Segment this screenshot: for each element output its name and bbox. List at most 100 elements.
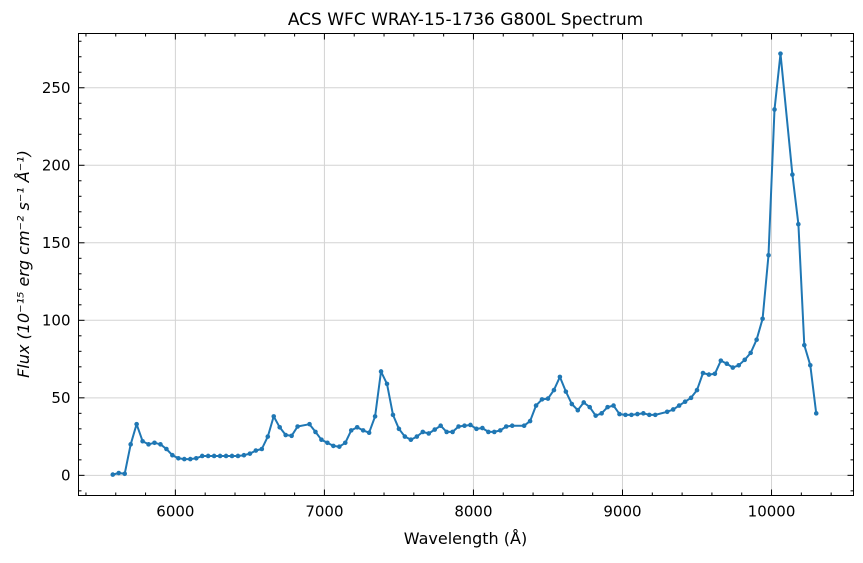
data-point xyxy=(259,446,265,452)
data-point xyxy=(569,401,575,407)
data-point xyxy=(629,412,634,418)
data-point xyxy=(557,374,563,380)
data-point xyxy=(253,448,259,453)
data-point xyxy=(581,400,587,405)
x-tick-label: 6000 xyxy=(156,503,194,521)
y-tick-label: 200 xyxy=(42,156,71,174)
data-point xyxy=(402,434,408,439)
data-point xyxy=(444,429,449,435)
data-point xyxy=(360,428,366,433)
data-point xyxy=(503,424,509,429)
data-point xyxy=(235,453,241,459)
data-point xyxy=(664,409,670,415)
data-point xyxy=(182,456,187,462)
data-point xyxy=(670,407,676,412)
data-point xyxy=(694,387,700,393)
data-point xyxy=(193,455,199,461)
data-point xyxy=(211,453,217,459)
data-point xyxy=(432,427,438,432)
data-point xyxy=(307,421,312,427)
data-point xyxy=(384,381,390,387)
data-point xyxy=(217,453,223,459)
data-point xyxy=(497,428,503,433)
y-axis-label: Flux (10⁻¹⁵ erg cm⁻² s⁻¹ Å⁻¹) xyxy=(14,150,33,378)
data-point xyxy=(247,451,253,456)
data-point xyxy=(796,221,801,227)
flux-line xyxy=(112,52,818,476)
data-point xyxy=(277,424,283,430)
data-point xyxy=(128,442,133,447)
data-point xyxy=(599,411,604,416)
data-point xyxy=(164,446,169,452)
x-tick-label: 8000 xyxy=(454,503,492,521)
data-point xyxy=(575,407,581,413)
chart-title: ACS WFC WRAY-15-1736 G800L Spectrum xyxy=(288,10,643,30)
series-flux xyxy=(110,51,819,477)
data-point xyxy=(813,411,819,416)
data-point xyxy=(420,429,426,435)
x-tick-label: 9000 xyxy=(603,503,641,521)
y-tick-label: 100 xyxy=(42,311,71,329)
data-point xyxy=(152,440,157,446)
x-axis-label: Wavelength (Å) xyxy=(404,529,527,548)
data-point xyxy=(754,337,759,342)
data-point xyxy=(187,456,193,462)
data-point xyxy=(414,434,420,439)
data-point xyxy=(778,51,783,56)
y-tick-label: 250 xyxy=(42,79,71,97)
data-point xyxy=(623,412,628,418)
data-point xyxy=(116,470,122,476)
data-point xyxy=(289,433,294,439)
data-point xyxy=(742,357,748,363)
data-point xyxy=(378,369,384,374)
y-tick-label: 0 xyxy=(61,466,71,484)
data-point xyxy=(527,418,533,424)
data-point xyxy=(748,350,753,356)
data-point xyxy=(229,453,235,459)
data-point xyxy=(271,414,277,419)
x-tick-label: 10000 xyxy=(748,503,796,521)
data-point xyxy=(802,342,807,348)
data-point xyxy=(474,426,479,432)
grid xyxy=(78,33,854,496)
data-point xyxy=(635,411,640,417)
data-point xyxy=(700,370,706,376)
data-point xyxy=(134,421,139,427)
data-point xyxy=(807,362,813,368)
data-point xyxy=(521,423,527,429)
data-point xyxy=(342,440,348,446)
data-point xyxy=(718,358,724,363)
data-point xyxy=(426,431,432,436)
data-point xyxy=(396,426,402,432)
data-point xyxy=(605,404,610,410)
data-point xyxy=(480,425,485,431)
data-point xyxy=(223,453,229,459)
y-tick-label: 150 xyxy=(42,234,71,252)
data-point xyxy=(205,453,211,459)
data-point xyxy=(140,438,145,444)
data-point xyxy=(337,444,342,449)
data-point xyxy=(348,428,354,433)
data-point xyxy=(146,442,151,447)
data-point xyxy=(545,396,551,401)
plot-frame xyxy=(78,33,854,496)
data-point xyxy=(587,404,593,410)
data-point xyxy=(468,422,473,428)
data-point xyxy=(241,452,247,458)
data-point xyxy=(760,316,765,322)
data-point xyxy=(325,440,330,446)
data-point xyxy=(199,453,205,459)
data-point xyxy=(170,452,175,458)
data-point xyxy=(766,252,771,258)
data-point xyxy=(408,437,414,442)
data-point xyxy=(110,472,116,477)
ticks: 6000 7000 8000 9000 10000 0 50 100 150 200 250 xyxy=(42,33,854,521)
data-point xyxy=(539,397,545,402)
data-point xyxy=(283,432,288,438)
data-point xyxy=(456,424,461,429)
data-point xyxy=(676,403,682,408)
data-point xyxy=(551,387,557,393)
data-point xyxy=(712,371,718,377)
data-point xyxy=(176,455,181,461)
